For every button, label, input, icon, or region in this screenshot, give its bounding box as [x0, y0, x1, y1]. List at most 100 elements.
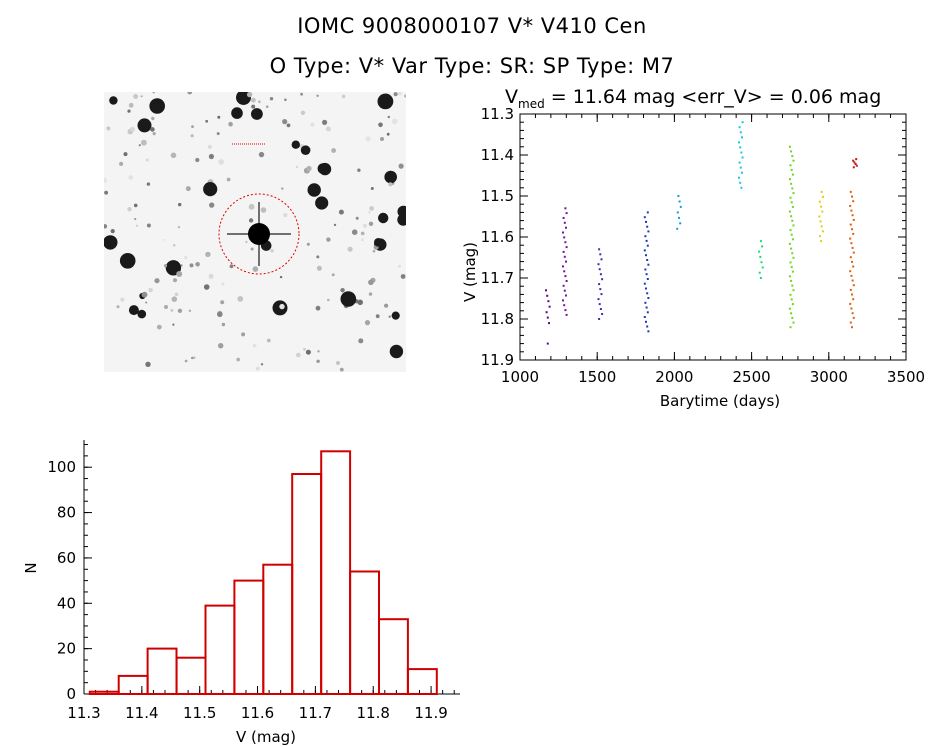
- lc-data-point: [598, 303, 601, 306]
- lc-data-point: [849, 302, 852, 305]
- star: [300, 92, 303, 96]
- star: [164, 305, 168, 309]
- star: [286, 123, 291, 128]
- lc-data-point: [562, 265, 564, 268]
- star: [333, 223, 337, 227]
- hist-y-tick-label: 60: [57, 549, 76, 567]
- lc-data-point: [789, 196, 792, 199]
- lc-data-point: [790, 312, 793, 315]
- lc-data-point: [599, 273, 602, 276]
- lc-data-point: [738, 176, 740, 179]
- star: [221, 282, 225, 286]
- star: [315, 196, 329, 210]
- star: [322, 119, 328, 125]
- star: [391, 118, 398, 125]
- hist-bar: [406, 668, 438, 696]
- lc-data-point: [791, 155, 794, 158]
- star: [138, 144, 141, 147]
- lc-data-point: [646, 278, 649, 280]
- lc-data-point: [821, 230, 824, 233]
- hist-y-tick-label: 40: [57, 594, 76, 612]
- lc-data-point: [851, 293, 853, 296]
- star: [251, 97, 256, 103]
- lc-data-point: [849, 204, 852, 207]
- star: [241, 332, 246, 337]
- lc-data-point: [563, 270, 566, 273]
- lc-data-point: [565, 313, 568, 316]
- lc-data-point: [645, 254, 647, 257]
- hist-bar: [88, 690, 120, 696]
- hist-plot-area: 11.3 11.4 11.5 11.6 11.7 11.8 11.9 0 20 40 60 80 100: [47, 440, 460, 722]
- lc-data-point: [599, 288, 602, 291]
- star: [103, 235, 118, 250]
- star: [252, 266, 259, 272]
- lc-data-point: [820, 205, 823, 208]
- lc-data-point: [598, 268, 601, 271]
- star: [172, 243, 176, 247]
- star: [317, 163, 329, 174]
- lc-data-point: [645, 320, 647, 323]
- star: [260, 363, 264, 366]
- star: [177, 226, 181, 229]
- lc-data-point: [739, 146, 742, 149]
- hist-bar: [204, 604, 236, 696]
- lc-data-point: [818, 200, 821, 203]
- lc-data-point: [790, 168, 793, 171]
- star: [370, 187, 374, 190]
- lc-data-point: [598, 283, 601, 286]
- lc-data-point: [849, 223, 852, 226]
- star: [150, 127, 155, 132]
- lc-data-point: [788, 210, 791, 213]
- lc-data-point: [791, 238, 794, 241]
- star: [192, 356, 196, 360]
- star: [315, 305, 321, 311]
- star: [339, 367, 344, 372]
- lc-data-point: [643, 282, 646, 285]
- lc-data-point: [791, 187, 794, 190]
- lc-data-point: [738, 126, 741, 129]
- star: [250, 247, 254, 251]
- star: [220, 300, 225, 305]
- star: [133, 94, 139, 99]
- hist-bar: [117, 674, 149, 695]
- sky-image-panel: [101, 89, 410, 372]
- lc-data-point: [741, 171, 743, 174]
- lc-data-point: [790, 279, 793, 282]
- lc-data-point: [564, 275, 567, 278]
- lc-x-tick-label: 1000: [501, 368, 539, 386]
- star: [195, 157, 200, 163]
- lc-y-tick-label: 11.9: [481, 351, 514, 369]
- star: [284, 98, 287, 102]
- lc-data-point: [788, 242, 791, 245]
- star: [208, 273, 214, 279]
- hist-y-axis-label: N: [22, 562, 40, 573]
- lc-data-point: [821, 195, 824, 198]
- lc-data-point: [855, 164, 858, 167]
- lc-data-point: [645, 239, 648, 242]
- star-field: [101, 89, 410, 372]
- star: [384, 170, 398, 184]
- star: [170, 309, 174, 312]
- lc-data-point: [546, 316, 549, 319]
- star: [231, 107, 243, 119]
- lc-data-point: [741, 156, 744, 159]
- lc-data-point: [852, 166, 855, 169]
- star: [101, 177, 108, 184]
- chart-title: IOMC 9008000107 V* V410 Cen: [297, 14, 647, 38]
- star: [129, 126, 135, 132]
- star: [282, 119, 288, 125]
- star: [245, 240, 248, 244]
- star: [397, 91, 403, 96]
- lc-data-point: [791, 219, 794, 222]
- lc-data-point: [790, 266, 793, 269]
- lc-data-point: [789, 164, 792, 167]
- star: [310, 122, 315, 127]
- star: [145, 301, 148, 304]
- hist-bar: [146, 647, 178, 696]
- star: [295, 165, 299, 169]
- lc-x-tick-label: 2500: [733, 368, 771, 386]
- star: [369, 206, 374, 211]
- lc-data-point: [788, 307, 791, 310]
- lc-data-point: [562, 284, 565, 287]
- star: [331, 148, 336, 153]
